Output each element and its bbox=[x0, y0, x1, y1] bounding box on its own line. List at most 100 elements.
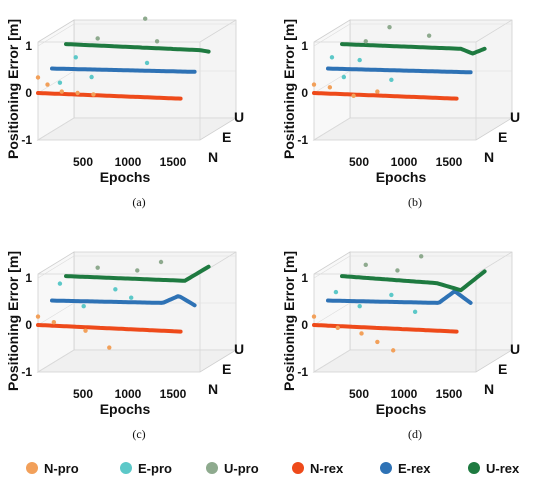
data-point-e-pro bbox=[57, 80, 63, 85]
legend-marker-n-rex bbox=[292, 462, 304, 474]
data-point-n-pro bbox=[311, 82, 317, 87]
data-point-e-pro bbox=[329, 55, 335, 60]
data-point-n-pro bbox=[51, 319, 57, 325]
data-point-e-pro bbox=[73, 55, 78, 60]
data-point-u-pro bbox=[95, 36, 100, 41]
panel-caption: (a) bbox=[132, 195, 145, 209]
series-line-n-rex bbox=[36, 91, 183, 101]
gridline bbox=[313, 117, 351, 141]
z-tick-label: -1 bbox=[21, 133, 32, 147]
y-axis-label: Positioning Error [m] bbox=[281, 251, 297, 391]
data-point-e-pro bbox=[89, 74, 94, 80]
series-line-n-rex bbox=[36, 323, 183, 334]
data-point-n-pro bbox=[59, 89, 64, 94]
data-point-n-pro bbox=[327, 85, 333, 90]
y-axis-label: Positioning Error [m] bbox=[5, 19, 21, 159]
gridline bbox=[313, 255, 351, 279]
x-tick-label: 500 bbox=[73, 387, 93, 401]
chart-panel-b: 1 0 -1 500 1000 1500 Epochs Positioning Error [… bbox=[281, 19, 520, 209]
depth-label-n: N bbox=[208, 149, 218, 165]
gridline bbox=[37, 302, 75, 326]
y-axis-label: Positioning Error [m] bbox=[5, 251, 21, 391]
series-line-e-rex bbox=[326, 66, 473, 75]
x-tick-label: 500 bbox=[349, 155, 369, 169]
data-point-e-pro bbox=[333, 289, 339, 295]
z-tick-label: 0 bbox=[25, 86, 32, 100]
gridline bbox=[313, 302, 351, 326]
x-tick-label: 1500 bbox=[160, 387, 187, 401]
z-tick-label: -1 bbox=[297, 365, 308, 379]
data-point-u-pro bbox=[363, 262, 368, 268]
series-line-u-rex bbox=[340, 42, 487, 56]
legend-marker-u-pro bbox=[206, 462, 218, 474]
legend-label-e-pro: E-pro bbox=[138, 461, 172, 476]
data-point-e-pro bbox=[144, 60, 150, 66]
x-tick-label: 1500 bbox=[436, 387, 463, 401]
data-point-n-pro bbox=[35, 75, 41, 80]
data-point-n-pro bbox=[375, 89, 380, 94]
series-line-u-rex bbox=[340, 269, 487, 293]
legend-label-n-rex: N-rex bbox=[310, 461, 344, 476]
x-tick-label: 1500 bbox=[160, 155, 187, 169]
data-point-u-pro bbox=[135, 268, 140, 273]
data-point-u-pro bbox=[395, 268, 400, 273]
data-point-e-pro bbox=[341, 74, 347, 80]
z-tick-label: 0 bbox=[25, 318, 32, 332]
x-tick-label: 1000 bbox=[391, 155, 418, 169]
data-point-e-pro bbox=[412, 309, 418, 315]
depth-label-n: N bbox=[484, 149, 494, 165]
data-point-e-pro bbox=[357, 57, 362, 63]
data-point-n-pro bbox=[45, 82, 50, 87]
series-line-e-rex bbox=[326, 289, 473, 305]
series-line-e-rex bbox=[50, 66, 197, 74]
data-point-n-pro bbox=[35, 314, 41, 319]
gridline bbox=[37, 255, 75, 279]
legend-label-u-pro: U-pro bbox=[224, 461, 259, 476]
gridline bbox=[37, 70, 75, 94]
series-line-u-rex bbox=[64, 264, 211, 283]
data-point-e-pro bbox=[389, 292, 394, 298]
data-point-n-pro bbox=[335, 325, 340, 331]
x-tick-label: 1000 bbox=[391, 387, 418, 401]
depth-label-u: U bbox=[510, 109, 520, 125]
panel-caption: (c) bbox=[132, 427, 145, 441]
x-tick-label: 1500 bbox=[436, 155, 463, 169]
data-point-u-pro bbox=[426, 33, 432, 38]
depth-label-u: U bbox=[234, 341, 244, 357]
box-edge bbox=[199, 19, 237, 43]
z-tick-label: -1 bbox=[21, 365, 32, 379]
depth-label-u: U bbox=[234, 109, 244, 125]
z-tick-label: -1 bbox=[297, 133, 308, 147]
data-point-u-pro bbox=[95, 265, 100, 270]
z-tick-label: 1 bbox=[301, 271, 308, 285]
data-point-n-pro bbox=[91, 92, 96, 97]
box-edge bbox=[475, 19, 513, 43]
depth-label-e: E bbox=[222, 361, 231, 377]
z-tick-label: 1 bbox=[25, 39, 32, 53]
data-point-u-pro bbox=[143, 16, 148, 21]
chart-panel-a: 1 0 -1 500 1000 1500 Epochs Positioning Error [… bbox=[5, 16, 244, 209]
data-point-u-pro bbox=[419, 254, 424, 259]
data-point-u-pro bbox=[154, 39, 160, 44]
legend-label-e-rex: E-rex bbox=[398, 461, 431, 476]
x-axis-label: Epochs bbox=[100, 401, 151, 417]
x-axis-label: Epochs bbox=[100, 169, 151, 185]
legend: N-pro E-pro U-pro N-rex E-rex U-rex bbox=[26, 461, 520, 476]
data-point-u-pro bbox=[158, 259, 164, 265]
x-tick-label: 1000 bbox=[115, 155, 142, 169]
panel-caption: (d) bbox=[408, 427, 422, 441]
data-point-e-pro bbox=[357, 303, 362, 309]
data-point-n-pro bbox=[311, 314, 317, 319]
data-point-e-pro bbox=[389, 77, 394, 83]
data-point-u-pro bbox=[387, 24, 392, 30]
x-tick-label: 500 bbox=[73, 155, 93, 169]
data-point-n-pro bbox=[83, 328, 88, 333]
z-tick-label: 0 bbox=[301, 318, 308, 332]
data-point-n-pro bbox=[107, 345, 112, 350]
data-point-e-pro bbox=[129, 295, 134, 300]
legend-marker-n-pro bbox=[26, 462, 38, 474]
depth-label-n: N bbox=[208, 381, 218, 397]
gridline bbox=[37, 349, 75, 373]
legend-marker-e-pro bbox=[120, 462, 132, 474]
data-point-n-pro bbox=[75, 90, 80, 96]
